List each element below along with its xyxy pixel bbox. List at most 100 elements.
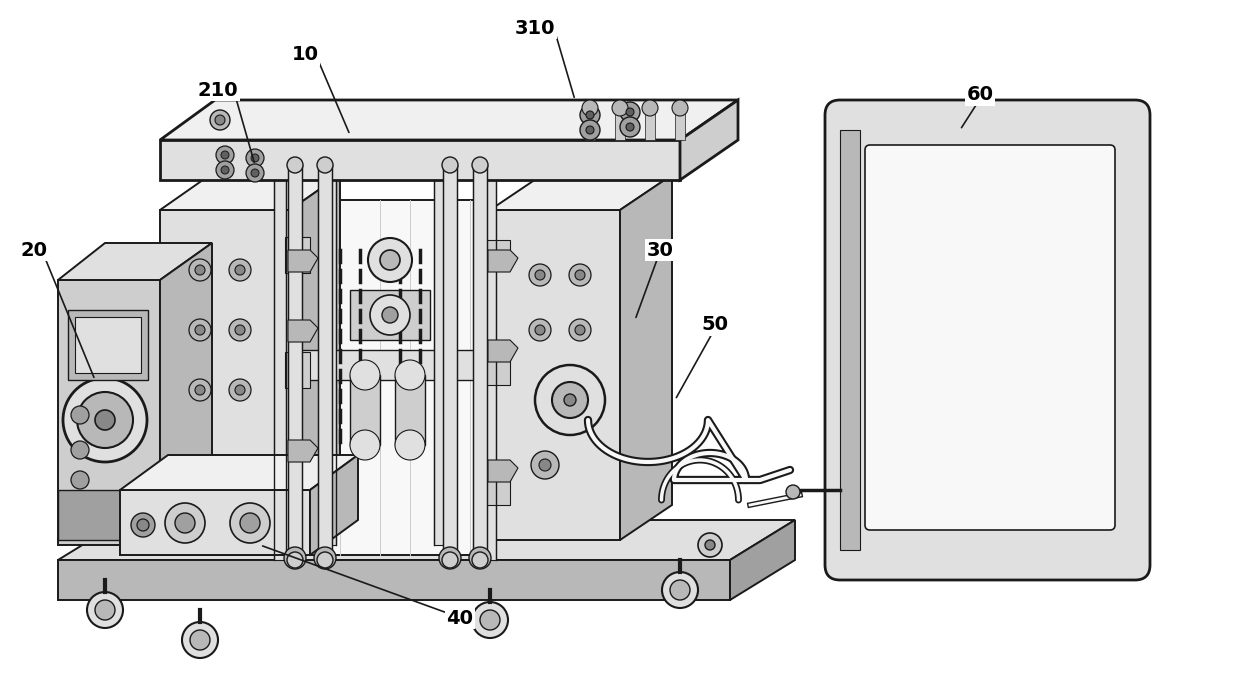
Circle shape [246,149,264,167]
Circle shape [569,264,591,286]
Polygon shape [58,520,795,560]
Circle shape [370,295,410,335]
Polygon shape [285,237,310,273]
Circle shape [216,161,234,179]
Polygon shape [58,560,730,600]
Circle shape [188,319,211,341]
Circle shape [229,503,270,543]
Circle shape [472,552,489,568]
Circle shape [229,319,250,341]
Polygon shape [485,240,510,270]
Circle shape [195,385,205,395]
Circle shape [236,265,246,275]
Polygon shape [490,210,620,540]
Polygon shape [485,355,510,385]
Circle shape [250,169,259,177]
Text: 30: 30 [646,241,673,260]
Circle shape [136,519,149,531]
Circle shape [569,319,591,341]
Circle shape [534,270,546,280]
Polygon shape [288,165,303,560]
Polygon shape [160,100,738,140]
Circle shape [439,547,461,569]
Circle shape [71,406,89,424]
Polygon shape [120,490,310,555]
Text: 60: 60 [966,86,993,104]
Circle shape [221,166,229,174]
Polygon shape [324,162,336,545]
Circle shape [396,360,425,390]
Circle shape [587,111,594,119]
Circle shape [95,600,115,620]
Polygon shape [675,108,684,140]
Polygon shape [730,520,795,600]
Circle shape [582,100,598,116]
Polygon shape [490,175,672,210]
Circle shape [575,325,585,335]
Circle shape [317,157,334,173]
Polygon shape [350,375,379,445]
Circle shape [587,126,594,134]
Circle shape [620,117,640,137]
Polygon shape [160,210,290,555]
Polygon shape [290,175,340,555]
Circle shape [71,441,89,459]
Circle shape [396,430,425,460]
Polygon shape [74,317,141,373]
Circle shape [241,513,260,533]
Text: 50: 50 [702,316,729,334]
Circle shape [529,264,551,286]
Circle shape [229,379,250,401]
Polygon shape [68,310,148,380]
Circle shape [534,325,546,335]
Circle shape [672,100,688,116]
Circle shape [284,547,306,569]
Circle shape [552,382,588,418]
Text: 20: 20 [21,241,47,260]
Circle shape [314,547,336,569]
Polygon shape [290,350,490,380]
Circle shape [531,451,559,479]
Circle shape [786,485,800,499]
Circle shape [626,123,634,131]
Circle shape [698,533,722,557]
Circle shape [190,630,210,650]
Text: 210: 210 [197,80,238,100]
Polygon shape [288,440,317,462]
Circle shape [368,238,412,282]
Polygon shape [160,175,340,210]
Circle shape [539,459,551,471]
Circle shape [95,410,115,430]
Circle shape [87,592,123,628]
Circle shape [195,325,205,335]
Circle shape [188,259,211,281]
Polygon shape [350,290,430,340]
Circle shape [77,392,133,448]
Polygon shape [274,175,286,560]
Circle shape [229,259,250,281]
Polygon shape [58,280,160,545]
Circle shape [350,360,379,390]
Polygon shape [489,460,518,482]
Text: 310: 310 [515,19,556,37]
Circle shape [250,154,259,162]
Circle shape [236,385,246,395]
Circle shape [626,108,634,116]
Circle shape [317,552,334,568]
Polygon shape [645,108,655,140]
Polygon shape [288,250,317,272]
Polygon shape [120,455,358,490]
Circle shape [188,379,211,401]
Polygon shape [485,475,510,505]
Polygon shape [839,130,861,550]
Polygon shape [585,108,595,140]
Circle shape [642,100,658,116]
Circle shape [286,552,303,568]
Polygon shape [472,165,487,560]
Circle shape [175,513,195,533]
Polygon shape [160,140,680,180]
Circle shape [580,120,600,140]
Polygon shape [285,472,310,508]
FancyBboxPatch shape [825,100,1149,580]
Circle shape [71,471,89,489]
